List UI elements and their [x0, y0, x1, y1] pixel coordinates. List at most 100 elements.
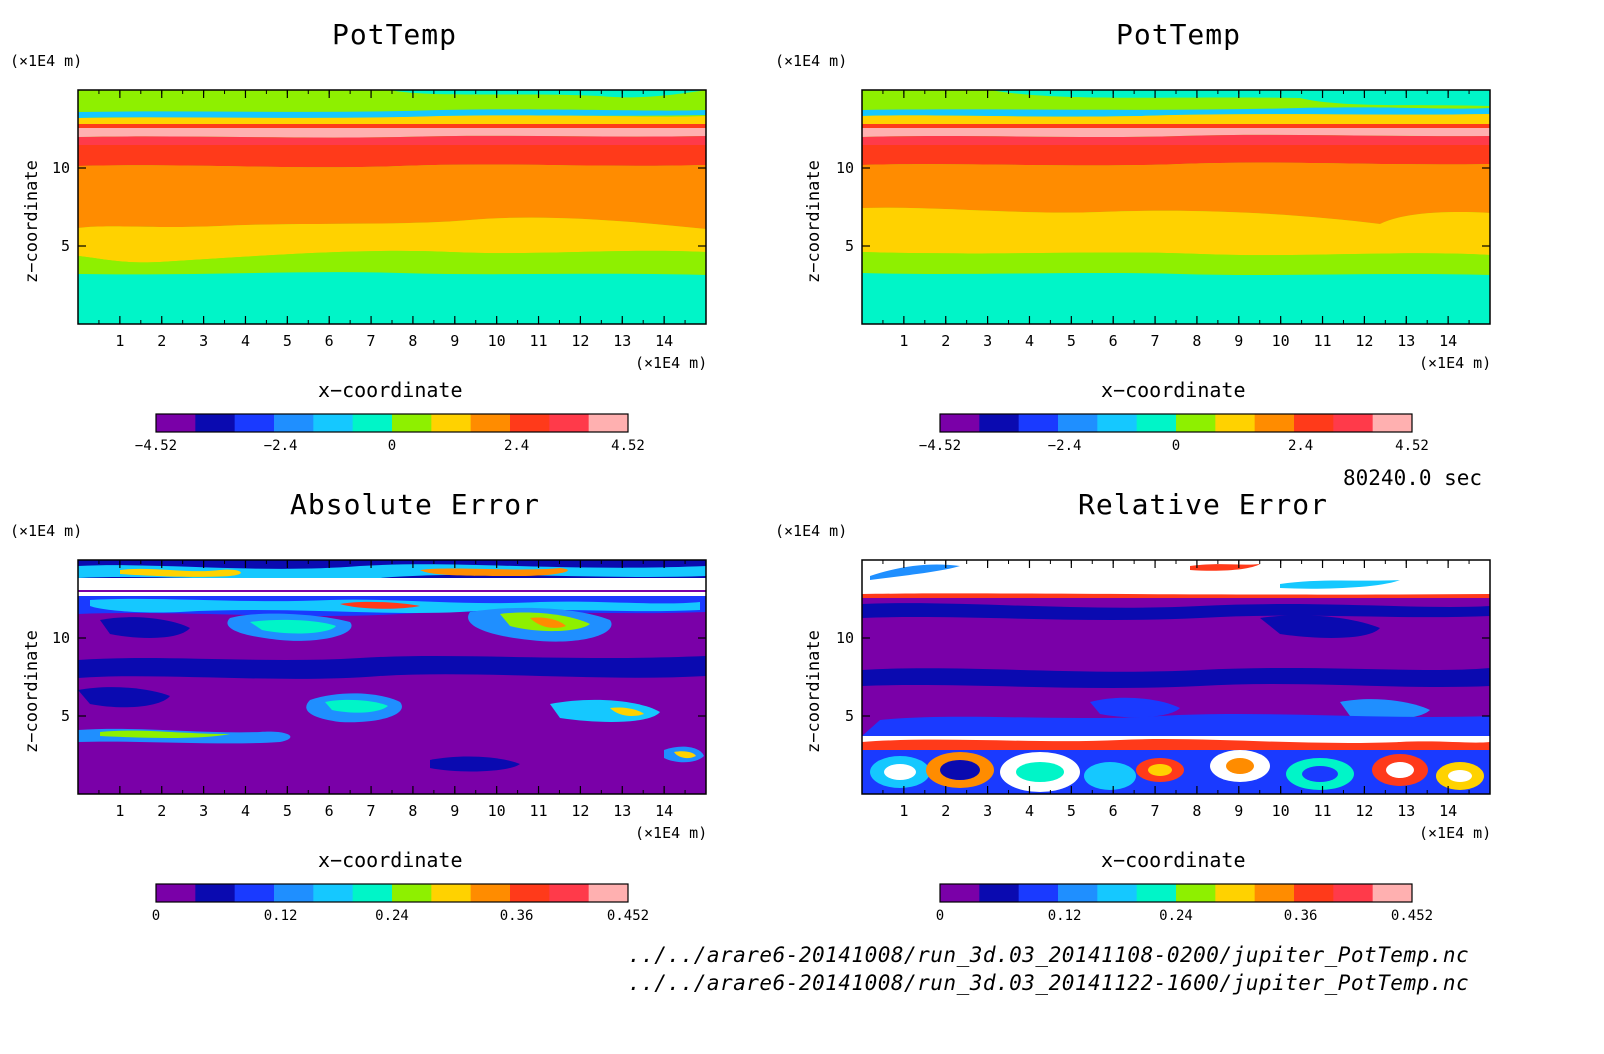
x-tick-label: 10 [488, 332, 506, 350]
colorbar-cell [979, 884, 1020, 902]
p3-blob-4-in [325, 699, 388, 713]
colorbar-cell [979, 414, 1020, 432]
colorbar-tick-label: −4.52 [919, 438, 961, 454]
y-tick-label: 5 [845, 707, 854, 725]
x-tick-label: 10 [488, 802, 506, 820]
p2-band-yellow-1 [862, 114, 1490, 124]
x-tick-label: 10 [1272, 802, 1290, 820]
colorbar-cell [392, 414, 432, 432]
x-tick-label: 9 [1234, 332, 1243, 350]
x-tick-label: 14 [1439, 802, 1457, 820]
x-tick-label: 14 [655, 802, 673, 820]
x-tick-label: 8 [1192, 802, 1201, 820]
x-tick-label: 11 [530, 332, 548, 350]
x-tick-label: 12 [571, 802, 589, 820]
p4-top-streak-3 [1280, 580, 1400, 589]
colorbar-cell [195, 414, 236, 432]
y-tick-label: 10 [836, 629, 854, 647]
p1-band-red-3 [78, 145, 706, 168]
p3-mid-blue [78, 656, 706, 679]
x-tick-label: 13 [613, 802, 631, 820]
x-tick-label: 2 [157, 332, 166, 350]
colorbar-cell [156, 884, 196, 902]
p2-band-red-2 [862, 134, 1490, 145]
colorbar-tick-label: 0.12 [1048, 908, 1082, 924]
colorbar-cell [1058, 884, 1098, 902]
p4-ring-2-in [940, 760, 980, 780]
p2-band-pink [862, 128, 1490, 137]
colorbar-cell [940, 414, 980, 432]
x-tick-label: 1 [115, 332, 124, 350]
panel-title-4: Relative Error [1078, 488, 1329, 521]
colorbar-cell [234, 884, 275, 902]
p4-blob-2 [862, 668, 1490, 688]
colorbar-cell [470, 414, 511, 432]
p4-top-line [862, 593, 1490, 598]
p4-blob-3 [1090, 697, 1180, 718]
x-tick-label: 3 [199, 802, 208, 820]
p1-band-red-1 [78, 124, 706, 128]
p3-blob-1-in [250, 619, 336, 634]
x-tick-label: 5 [283, 802, 292, 820]
y-tick-label: 10 [836, 159, 854, 177]
colorbar-tick-label: 2.4 [1288, 438, 1313, 454]
colorbar-cell [1294, 414, 1334, 432]
x-tick-label: 4 [1025, 802, 1034, 820]
x-tick-label: 13 [613, 332, 631, 350]
p1-band-red-2 [78, 135, 706, 145]
colorbar-tick-label: 0 [936, 908, 944, 924]
x-tick-label: 8 [1192, 332, 1201, 350]
x-label-3: x−coordinate [318, 848, 463, 872]
p4-top-streak-2 [1190, 564, 1260, 571]
colorbar-tick-label: 0.24 [375, 908, 409, 924]
colorbar-cell [588, 414, 629, 432]
colorbar-cell [313, 884, 354, 902]
colorbar-cell [234, 414, 275, 432]
p1-band-green [78, 250, 706, 275]
p3-low-band-in [100, 730, 230, 738]
panel-title-1: PotTemp [332, 18, 458, 51]
colorbar-cell [1372, 884, 1413, 902]
y-unit-4: (×1E4 m) [775, 522, 848, 540]
x-tick-label: 13 [1397, 802, 1415, 820]
colorbar-cell [1176, 414, 1216, 432]
p4-ring-8-in [1386, 762, 1414, 778]
p2-band-red-1 [862, 124, 1490, 128]
colorbar-cell [549, 414, 590, 432]
x-tick-label: 12 [571, 332, 589, 350]
colorbar-cell [549, 884, 590, 902]
p2-band-yellow [862, 207, 1490, 256]
colorbar-cell [588, 884, 629, 902]
colorbar-cell [195, 884, 236, 902]
time-label: 80240.0 sec [1343, 466, 1483, 490]
x-tick-label: 1 [115, 802, 124, 820]
p2-band-teal [862, 273, 1490, 324]
x-tick-label: 2 [941, 802, 950, 820]
x-tick-label: 4 [241, 802, 250, 820]
colorbar-tick-label: −4.52 [135, 438, 177, 454]
colorbar-tick-label: 0 [152, 908, 160, 924]
x-unit-2: (×1E4 m) [1419, 354, 1492, 372]
colorbar-tick-label: 0.24 [1159, 908, 1193, 924]
x-unit-3: (×1E4 m) [635, 824, 708, 842]
colorbar-cell [313, 414, 354, 432]
x-tick-label: 11 [1314, 332, 1332, 350]
colorbar-cell [431, 414, 472, 432]
y-unit-3: (×1E4 m) [10, 522, 83, 540]
colorbar-cell [1058, 414, 1098, 432]
p4-ring-7-in [1302, 766, 1338, 782]
p1-band-yellow-1 [78, 115, 706, 124]
colorbar-cell [1215, 884, 1256, 902]
colorbar-tick-label: 0.36 [500, 908, 534, 924]
y-tick-label: 5 [61, 237, 70, 255]
x-tick-label: 3 [983, 802, 992, 820]
p1-band-yellow [78, 217, 706, 263]
x-tick-label: 2 [941, 332, 950, 350]
plot-area-3 [78, 560, 706, 794]
y-tick-label: 5 [61, 707, 70, 725]
x-label-2: x−coordinate [1101, 378, 1246, 402]
colorbar-cell [431, 884, 472, 902]
x-tick-label: 6 [1109, 332, 1118, 350]
colorbar-cell [352, 414, 393, 432]
